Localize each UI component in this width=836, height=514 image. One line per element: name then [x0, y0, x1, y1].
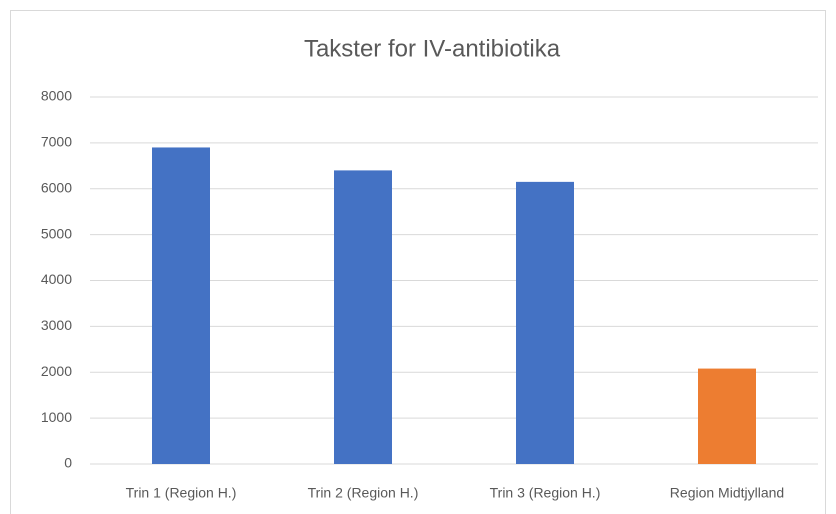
- x-tick-label: Trin 3 (Region H.): [490, 485, 601, 501]
- chart-title: Takster for IV-antibiotika: [304, 35, 561, 62]
- x-tick-label: Region Midtjylland: [670, 485, 784, 501]
- bar: [334, 170, 392, 464]
- y-tick-label: 0: [64, 455, 72, 471]
- x-tick-label: Trin 1 (Region H.): [126, 485, 237, 501]
- bar: [152, 147, 210, 464]
- y-tick-label: 5000: [41, 225, 72, 241]
- y-tick-label: 6000: [41, 179, 72, 195]
- y-tick-label: 8000: [41, 88, 72, 104]
- bar: [698, 368, 756, 464]
- x-tick-label: Trin 2 (Region H.): [308, 485, 419, 501]
- bar: [516, 181, 574, 464]
- y-tick-label: 3000: [41, 317, 72, 333]
- y-tick-label: 2000: [41, 363, 72, 379]
- y-tick-label: 4000: [41, 271, 72, 287]
- y-tick-label: 1000: [41, 409, 72, 425]
- chart-border: [10, 10, 826, 514]
- y-tick-label: 7000: [41, 134, 72, 150]
